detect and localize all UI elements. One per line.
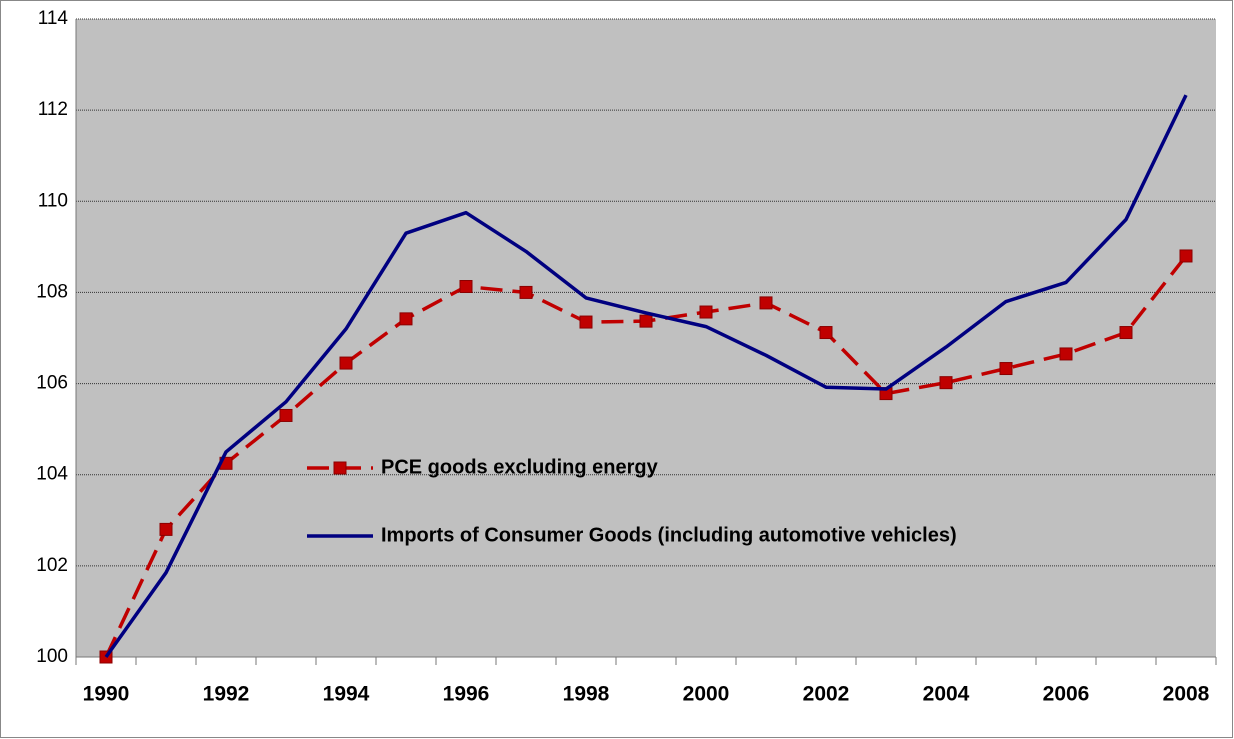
legend-marker	[333, 461, 347, 475]
data-point	[399, 312, 413, 326]
y-tick-label: 112	[38, 99, 68, 120]
y-tick-label: 114	[38, 8, 69, 29]
data-point	[759, 296, 773, 310]
data-point	[639, 314, 653, 328]
x-tick-label: 2004	[923, 683, 970, 706]
data-point	[339, 356, 353, 370]
x-tick-label: 1996	[443, 683, 490, 706]
x-tick-label: 2002	[803, 683, 850, 706]
data-point	[579, 315, 593, 329]
y-tick-label: 100	[36, 646, 68, 667]
data-point	[1179, 249, 1193, 263]
data-point	[519, 285, 533, 299]
data-point	[999, 362, 1013, 376]
legend-label: PCE goods excluding energy	[381, 456, 659, 478]
data-point	[1059, 347, 1073, 361]
y-tick-label: 110	[38, 190, 68, 211]
data-point	[819, 326, 833, 340]
x-tick-label: 2000	[683, 683, 730, 706]
x-tick-label: 1990	[83, 683, 130, 706]
data-point	[459, 280, 473, 294]
x-tick-label: 2008	[1163, 683, 1210, 706]
x-tick-label: 1998	[563, 683, 610, 706]
x-tick-label: 1994	[323, 683, 370, 706]
y-tick-label: 106	[36, 373, 68, 394]
data-point	[939, 376, 953, 390]
x-tick-label: 2006	[1043, 683, 1090, 706]
data-point	[699, 305, 713, 319]
x-tick-label: 1992	[203, 683, 250, 706]
data-point	[1119, 326, 1133, 340]
data-point	[279, 408, 293, 422]
legend-label: Imports of Consumer Goods (including aut…	[381, 524, 957, 546]
y-tick-label: 104	[36, 464, 68, 485]
y-tick-label: 102	[36, 555, 68, 576]
series-line	[104, 94, 1188, 659]
plot-area	[76, 19, 1216, 657]
data-point	[159, 522, 173, 536]
y-tick-label: 108	[36, 281, 68, 302]
